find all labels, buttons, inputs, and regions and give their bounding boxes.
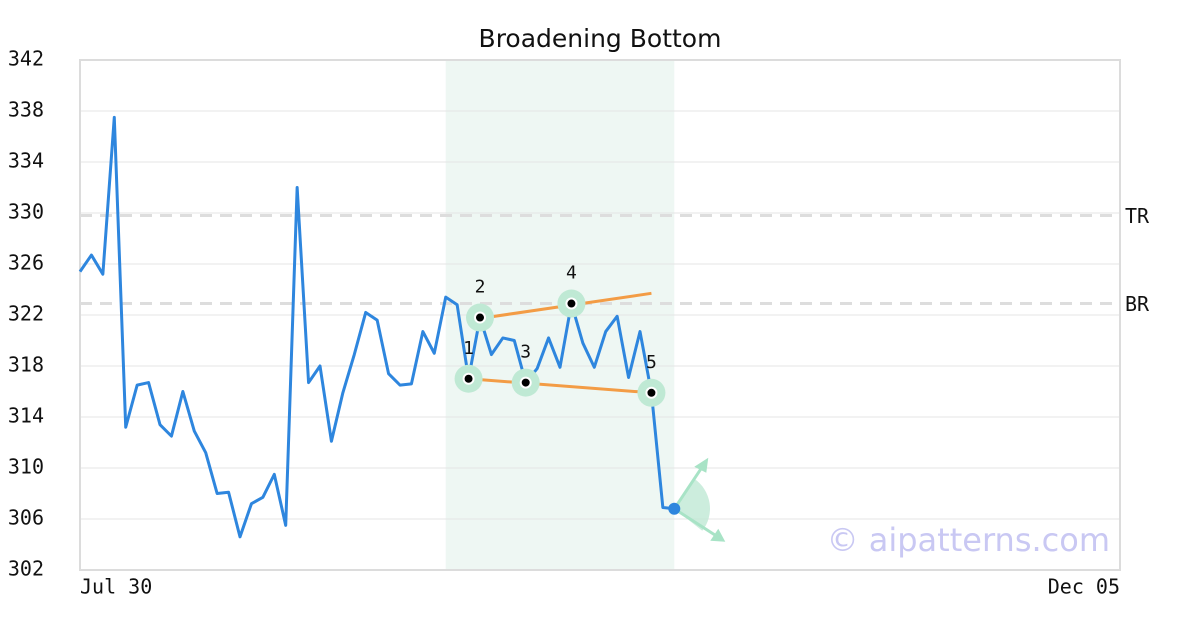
y-tick-label: 310: [8, 455, 44, 479]
arrow-up-head: [694, 457, 709, 473]
pattern-point-label: 3: [520, 342, 531, 363]
y-tick-label: 342: [8, 47, 44, 71]
pattern-point: [474, 311, 486, 324]
y-tick-label: 338: [8, 98, 44, 122]
chart-title: Broadening Bottom: [479, 24, 722, 53]
y-tick-label: 334: [8, 149, 44, 173]
last-point: [668, 502, 681, 515]
arrow-down-head: [710, 528, 726, 542]
arrow-down: [673, 507, 724, 542]
watermark: © aipatterns.com: [827, 521, 1110, 559]
y-tick-label: 314: [8, 404, 44, 428]
x-tick-label: Dec 05: [1048, 575, 1120, 599]
y-tick-label: 322: [8, 302, 44, 326]
pattern-point-label: 1: [463, 338, 474, 359]
plot-border: [79, 59, 1121, 571]
pattern-point: [565, 297, 578, 310]
y-tick-label: 302: [8, 557, 44, 581]
y-tick-label: 318: [8, 353, 44, 377]
level-label: TR: [1125, 204, 1150, 228]
y-tick-label: 306: [8, 506, 44, 530]
y-tick-label: 330: [8, 200, 44, 224]
pattern-point: [462, 372, 475, 385]
pattern-point-label: 4: [566, 263, 577, 284]
x-tick-label: Jul 30: [80, 575, 152, 599]
pattern-point: [519, 376, 532, 389]
level-label: BR: [1125, 292, 1150, 316]
pattern-point: [645, 386, 658, 399]
y-tick-label: 326: [8, 251, 44, 275]
pattern-point-label: 2: [475, 277, 486, 298]
pattern-point-label: 5: [646, 352, 657, 373]
trendline: [468, 377, 652, 395]
direction-wedge: [674, 478, 710, 531]
